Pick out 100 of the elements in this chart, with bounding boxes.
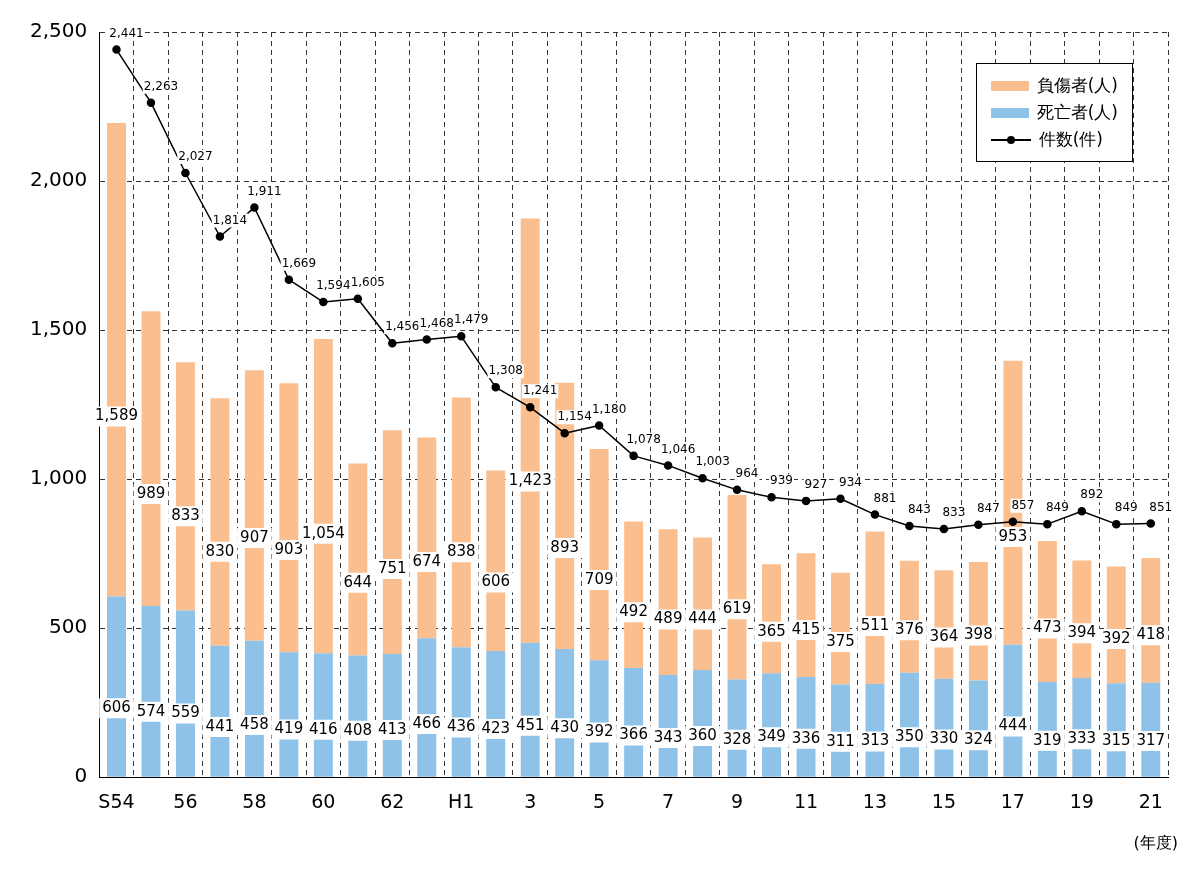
y-tick-label: 1,500 [29, 316, 88, 341]
data-label: 458 [240, 714, 269, 733]
data-label: 892 [1080, 487, 1104, 502]
data-label: 492 [619, 602, 648, 621]
point [698, 473, 707, 483]
data-label: 418 [1136, 625, 1166, 644]
x-tick-label: 17 [1000, 789, 1025, 812]
data-label: 644 [343, 572, 373, 591]
x-tick-label: 15 [931, 789, 956, 812]
point [801, 496, 811, 506]
data-label: 857 [1011, 497, 1035, 512]
data-label: 833 [171, 506, 200, 525]
data-label: 2,027 [178, 149, 213, 164]
x-tick-label: 60 [311, 789, 336, 812]
data-label: 444 [688, 609, 717, 628]
data-label: 907 [240, 527, 269, 546]
point [870, 510, 880, 519]
point [215, 232, 225, 241]
data-label: 927 [804, 477, 828, 491]
data-label: 1,814 [212, 212, 248, 227]
data-label: 408 [343, 720, 373, 739]
data-label: 1,046 [660, 441, 696, 456]
legend-label: 件数(件) [1038, 128, 1103, 151]
data-label: 392 [584, 722, 614, 741]
y-tick-label: 500 [49, 614, 88, 639]
x-tick-label: 5 [593, 789, 606, 812]
x-tick-label: 19 [1069, 789, 1094, 812]
x-tick-label: 62 [380, 789, 405, 812]
data-label: 436 [446, 717, 476, 736]
text: (年度) [1133, 833, 1178, 854]
data-label: 953 [998, 526, 1028, 545]
point [1008, 517, 1018, 526]
data-label: 574 [136, 701, 166, 720]
data-label: 317 [1136, 730, 1166, 749]
data-label: 674 [412, 551, 442, 570]
data-label: 360 [688, 726, 717, 744]
data-label: 1,078 [626, 431, 661, 446]
data-label: 376 [895, 620, 924, 639]
data-label: 619 [722, 599, 752, 618]
point [319, 297, 328, 307]
x-tick-label: 56 [173, 789, 198, 812]
data-label: 606 [481, 572, 511, 591]
data-label: 934 [839, 474, 862, 489]
point [836, 494, 845, 504]
data-label: 843 [907, 502, 931, 517]
data-label: 511 [860, 615, 890, 634]
data-label: 398 [964, 625, 993, 644]
point [767, 493, 776, 502]
data-label: 423 [481, 718, 511, 737]
data-label: 419 [274, 719, 304, 738]
data-label: 1,241 [523, 383, 558, 398]
point [1146, 519, 1156, 528]
legend-label: 死亡者(人) [1036, 101, 1118, 124]
data-label: 830 [205, 541, 235, 560]
x-tick-label: 7 [662, 789, 675, 812]
data-label: 313 [860, 731, 890, 750]
data-label: 466 [412, 714, 442, 732]
data-label: 311 [826, 731, 855, 750]
data-label: 847 [976, 500, 1000, 515]
point [594, 421, 604, 430]
data-label: 319 [1033, 730, 1062, 749]
point [974, 520, 983, 529]
data-label: 366 [619, 725, 648, 744]
point [1112, 519, 1121, 529]
data-label: 324 [964, 730, 993, 749]
data-label: 375 [826, 631, 855, 650]
data-label: 939 [770, 473, 793, 488]
data-label: 1,054 [301, 523, 345, 542]
point [250, 203, 259, 212]
data-label: 903 [274, 539, 304, 558]
data-label: 349 [757, 727, 786, 746]
point [353, 294, 363, 304]
data-label: 365 [757, 621, 786, 640]
point [422, 335, 432, 344]
data-label: 851 [1149, 499, 1173, 514]
x-tick-label: 9 [731, 789, 744, 812]
data-label: 416 [309, 719, 338, 738]
point [491, 383, 500, 392]
point [457, 332, 466, 341]
point [1077, 507, 1087, 516]
point [663, 461, 673, 470]
x-tick-label: 11 [793, 789, 819, 812]
data-label: 1,468 [419, 315, 454, 330]
data-label: 1,154 [557, 409, 592, 424]
data-label: 881 [873, 490, 897, 505]
data-label: 444 [998, 716, 1028, 735]
x-tick-label: 13 [862, 789, 888, 812]
data-label: 606 [102, 698, 131, 717]
y-tick-label: 2,500 [29, 18, 88, 43]
data-label: 1,003 [695, 454, 730, 469]
data-label: 489 [653, 609, 683, 628]
data-label: 849 [1045, 500, 1069, 515]
data-label: 473 [1033, 618, 1062, 637]
data-label: 315 [1101, 731, 1131, 750]
data-label: 441 [205, 716, 235, 735]
data-label: 333 [1067, 729, 1097, 748]
data-label: 364 [929, 627, 959, 646]
data-label: 415 [791, 619, 821, 638]
data-label: 559 [171, 703, 200, 722]
data-label: 1,308 [488, 363, 523, 378]
